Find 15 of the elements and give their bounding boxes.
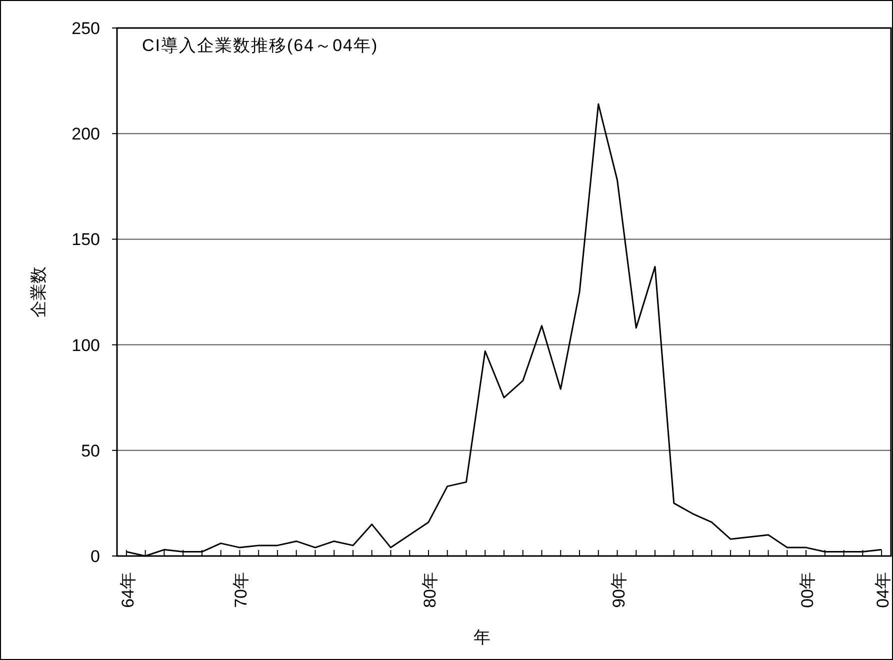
y-tick-label: 250 (72, 19, 100, 38)
y-tick-label: 0 (90, 547, 100, 566)
y-tick-label: 50 (81, 441, 100, 460)
x-axis-title: 年 (474, 628, 490, 647)
x-tick-label: 04年 (874, 572, 893, 608)
x-tick-label: 00年 (798, 572, 818, 608)
y-tick-label: 200 (72, 124, 100, 144)
x-tick-label: 64年 (118, 572, 138, 608)
text: CI導入企業数推移(64～04年) (142, 36, 378, 55)
y-tick-label: 150 (72, 230, 100, 250)
x-tick-label: 80年 (420, 572, 440, 608)
x-tick-label: 70年 (232, 572, 251, 608)
y-axis-title: 企業数 (29, 266, 48, 318)
y-tick-label: 100 (72, 336, 100, 355)
x-tick-label: 90年 (609, 572, 628, 608)
